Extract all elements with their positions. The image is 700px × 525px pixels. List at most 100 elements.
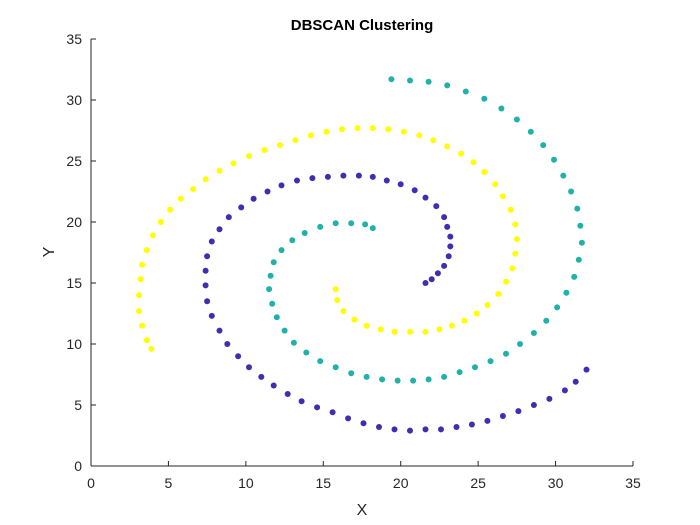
data-point (551, 156, 557, 163)
data-point (447, 243, 454, 250)
x-tick-label: 15 (315, 475, 331, 491)
data-point (385, 126, 392, 133)
y-tick-label: 5 (74, 397, 82, 413)
data-point (495, 291, 502, 297)
data-point (202, 282, 209, 289)
data-point (250, 195, 257, 202)
data-point (438, 426, 444, 433)
data-point (377, 326, 384, 333)
data-point (447, 233, 454, 240)
data-point (461, 317, 468, 324)
x-tick-label: 30 (548, 475, 564, 491)
data-point (216, 327, 223, 334)
data-point (369, 225, 376, 232)
y-tick-label: 20 (66, 214, 82, 230)
data-point (270, 382, 277, 389)
y-tick-label: 35 (66, 31, 82, 47)
data-point (298, 398, 305, 405)
data-point (441, 373, 448, 380)
data-point (422, 280, 429, 286)
data-point (391, 328, 398, 335)
data-point (434, 270, 441, 277)
data-point (578, 239, 585, 246)
data-point (348, 370, 355, 377)
data-point (563, 289, 570, 296)
y-tick-label: 10 (66, 336, 82, 352)
data-point (292, 137, 299, 144)
data-point (208, 312, 215, 319)
data-point (269, 300, 276, 307)
data-point (554, 304, 561, 311)
data-point (273, 314, 280, 321)
x-tick-label: 20 (393, 475, 409, 491)
x-axis-label: X (357, 502, 368, 519)
data-point (391, 426, 398, 433)
data-point (441, 262, 448, 269)
data-point (157, 219, 164, 225)
data-point (238, 204, 245, 211)
data-point (177, 195, 184, 202)
data-point (468, 421, 475, 428)
data-point (546, 395, 553, 402)
data-point (517, 341, 523, 347)
data-point (301, 230, 308, 236)
y-tick-label: 0 (74, 458, 82, 474)
data-point (568, 188, 575, 195)
data-point (527, 128, 534, 135)
data-point (453, 424, 460, 430)
data-point (394, 377, 401, 384)
data-point (281, 327, 288, 334)
cluster-2-points (136, 125, 520, 352)
data-point (149, 232, 156, 239)
data-point (139, 322, 146, 329)
cluster-3-points (266, 76, 585, 384)
data-point (430, 137, 437, 144)
data-point (354, 125, 361, 132)
data-point (575, 256, 582, 263)
data-point (266, 286, 273, 293)
data-point (332, 220, 339, 227)
data-point (410, 377, 417, 384)
data-point (560, 172, 567, 179)
data-point (458, 150, 465, 157)
data-point (204, 298, 211, 305)
data-point (276, 142, 283, 149)
data-point (444, 223, 451, 230)
data-point (400, 128, 407, 135)
data-point (498, 105, 505, 112)
data-point (317, 223, 324, 230)
data-point (428, 276, 435, 283)
data-point (571, 273, 578, 280)
data-point (444, 143, 451, 150)
data-point (270, 259, 277, 266)
axes: 0 5 10 15 20 25 30 35 0 5 10 15 20 25 30 35 (66, 31, 641, 491)
data-point (340, 172, 347, 179)
data-point (422, 426, 429, 433)
data-point (136, 308, 142, 315)
data-point (484, 302, 491, 308)
data-point (204, 253, 211, 260)
data-point (345, 415, 352, 422)
x-tick-label: 0 (87, 475, 95, 491)
data-point (216, 167, 223, 174)
data-point (324, 173, 331, 180)
data-point (470, 159, 477, 166)
data-point (208, 238, 215, 245)
data-point (246, 364, 252, 371)
x-tick-label: 25 (470, 475, 486, 491)
data-point (332, 286, 339, 293)
data-point (425, 78, 432, 85)
data-point (383, 177, 390, 184)
data-point (407, 77, 413, 84)
data-point (543, 317, 550, 324)
data-point (216, 226, 223, 233)
data-point (284, 391, 291, 397)
data-point (235, 353, 242, 360)
data-point (436, 326, 443, 333)
data-point (363, 373, 370, 380)
data-point (513, 236, 520, 243)
data-point (261, 147, 268, 153)
data-point (317, 358, 324, 365)
data-point (407, 328, 413, 335)
data-point (530, 402, 537, 408)
